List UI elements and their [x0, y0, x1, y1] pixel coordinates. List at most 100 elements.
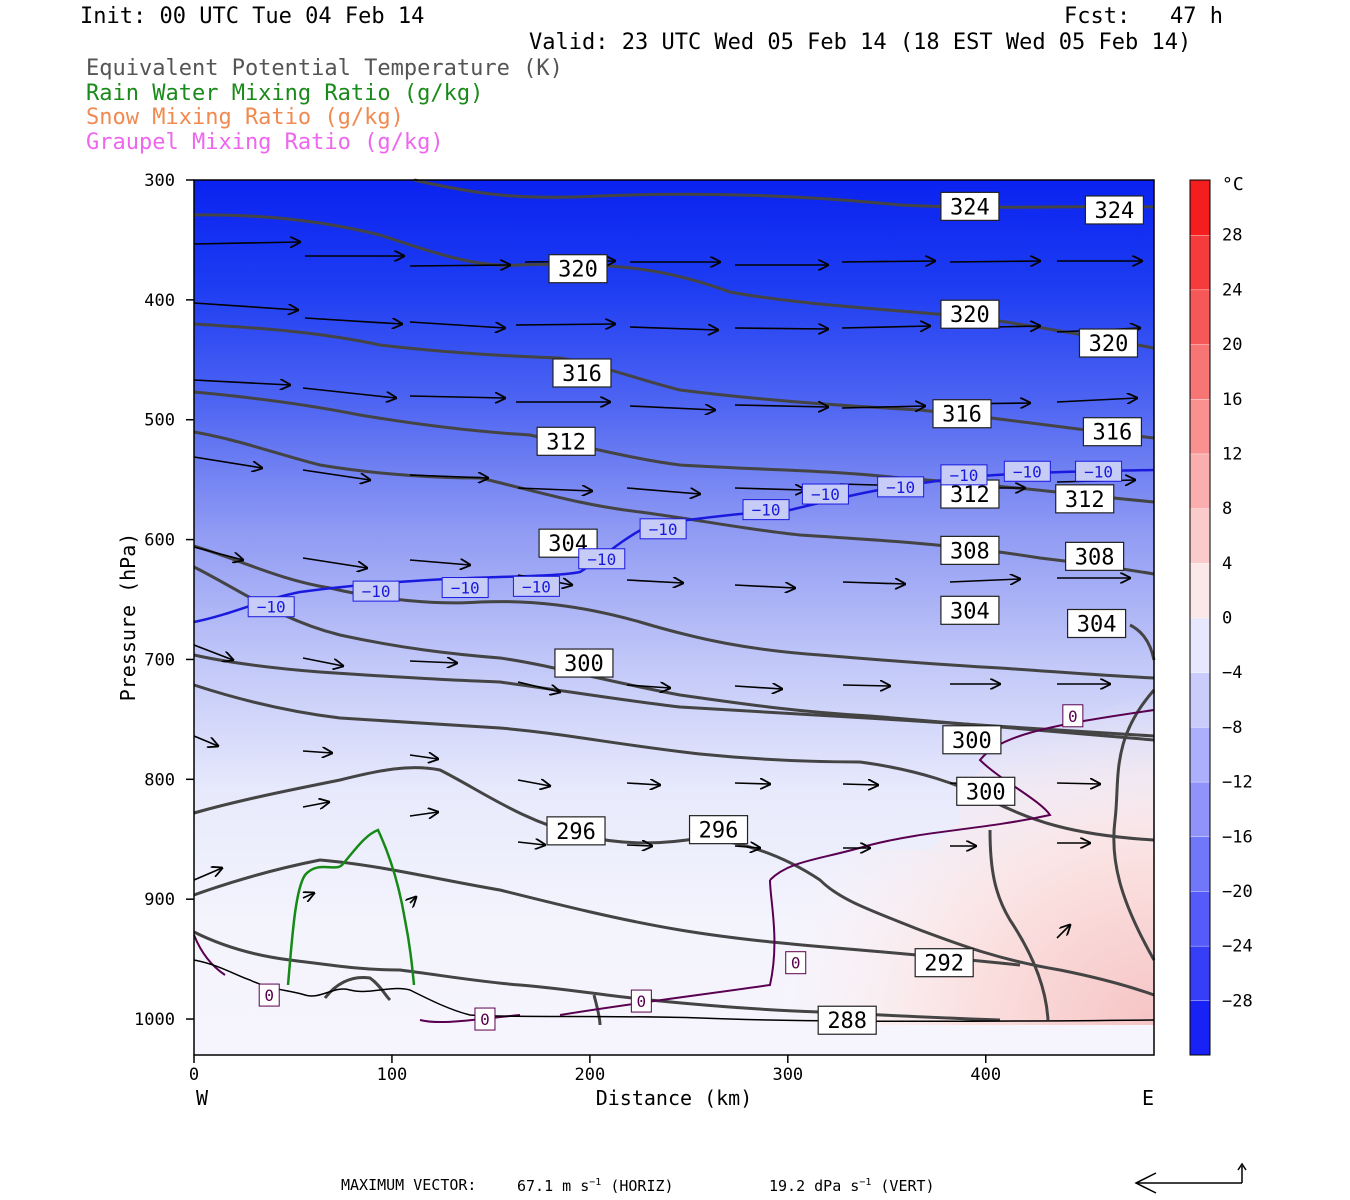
theta-e-label-box: [940, 299, 1000, 329]
y-tick-label: 500: [144, 411, 175, 431]
y-tick-label: 700: [144, 650, 175, 670]
wind-arrow: [409, 396, 505, 398]
theta-e-label: 320: [950, 303, 990, 328]
theta-e-label: 296: [556, 820, 596, 845]
colorbar-segment: [1189, 234, 1211, 291]
wind-arrow: [841, 326, 930, 328]
x-axis-west-label: W: [196, 1086, 209, 1110]
isotherm-label-box: [1075, 460, 1123, 482]
colorbar-segment: [1189, 890, 1211, 947]
isotherm-label-box: [877, 476, 925, 498]
theta-e-label: 300: [564, 652, 604, 677]
theta-e-contour-line: [413, 178, 1155, 209]
y-tick-label: 600: [144, 531, 175, 551]
forecast-hour: Fcst: 47 h: [1064, 4, 1223, 29]
isotherm-labels: −10 −10 −10 −10 −10 −10 −10 −10 −10 −10 −10 −10 0 0 0 0…: [247, 460, 1123, 1031]
theta-e-label-box: [940, 595, 1000, 625]
max-vector-vertical-value: 19.2 dPa s: [769, 1177, 860, 1195]
theta-e-label: 292: [924, 952, 964, 977]
isotherm-label-box: [785, 951, 807, 975]
isotherm-label-box: [1003, 460, 1051, 482]
colorbar-tick-label: 16: [1222, 390, 1242, 410]
rain-mixing-ratio-contour: [286, 828, 416, 986]
max-vector-horizontal: 67.1 m s−1 (HORIZ): [517, 1178, 674, 1194]
colorbar-tick-label: 20: [1222, 335, 1242, 355]
wind-arrow: [302, 657, 343, 666]
wind-arrow: [734, 328, 828, 329]
theta-e-label: 308: [1075, 545, 1115, 570]
colorbar-tick-label: −16: [1222, 827, 1253, 847]
wind-arrow: [734, 846, 760, 848]
colorbar-tick-label: 24: [1222, 280, 1242, 300]
isotherm-label: −10: [752, 501, 781, 520]
colorbar-segment: [1189, 562, 1211, 619]
isotherm-label: −10: [886, 478, 915, 497]
x-tick-label: 400: [970, 1065, 1001, 1085]
theta-e-label: 308: [950, 539, 990, 564]
wind-arrow: [1056, 783, 1100, 784]
colorbar: 28 24 20 16 12 8 4 0 −4 −8 −12 −16 −20 −24 −28: [1189, 179, 1253, 1056]
isotherm-label-box: [474, 1007, 496, 1031]
isotherm-label: −10: [1013, 462, 1042, 481]
isotherm-0: [193, 709, 1155, 1024]
theta-e-label: 312: [546, 430, 586, 455]
wind-arrow: [1056, 925, 1070, 939]
colorbar-tick-label: −4: [1222, 663, 1242, 683]
wind-arrow: [193, 644, 233, 660]
theta-e-contour-line: [193, 430, 1155, 576]
wind-arrow: [302, 469, 370, 480]
wind-arrow: [841, 406, 925, 408]
warm-region: [770, 690, 1154, 1025]
colorbar-unit: °C: [1222, 174, 1244, 195]
wind-arrow: [302, 751, 332, 753]
isotherm-label: −10: [257, 598, 286, 617]
isotherm-label-box: [512, 575, 560, 597]
colorbar-segment: [1189, 945, 1211, 1002]
isotherm-label: −10: [522, 577, 551, 596]
theta-e-label: 300: [966, 780, 1006, 805]
wind-arrow: [1056, 398, 1137, 402]
theta-e-label-box: [940, 191, 1000, 221]
theta-e-contour-line: [1112, 689, 1156, 961]
pressure-axis: 300 400 500 600 700 800 900 1000: [134, 171, 194, 1030]
theta-e-label-box: [1066, 608, 1127, 639]
wind-arrow: [734, 405, 828, 407]
theta-e-label-box: [688, 815, 749, 845]
isotherm-label-box: [1062, 704, 1084, 728]
wind-arrow: [626, 685, 670, 688]
colorbar-segment: [1189, 726, 1211, 783]
theta-e-label-box: [1078, 328, 1139, 358]
isotherm-label: 0: [637, 992, 647, 1011]
theta-e-label: 324: [1095, 199, 1135, 224]
wind-arrow: [626, 580, 683, 583]
y-tick-label: 800: [144, 770, 175, 790]
wind-arrow: [193, 868, 222, 881]
vector-key: [1134, 1162, 1247, 1194]
theta-e-label-box: [956, 776, 1016, 806]
isotherm-label: −10: [1084, 462, 1113, 481]
init-time: Init: 00 UTC Tue 04 Feb 14: [80, 4, 425, 29]
colorbar-segment: [1189, 507, 1211, 564]
isotherm-label-box: [441, 577, 489, 599]
isotherm-label-box: [352, 580, 400, 602]
wind-arrow: [193, 546, 243, 560]
colorbar-tick-label: −20: [1222, 882, 1253, 902]
wind-arrow: [193, 456, 262, 468]
max-vector-horizontal-tag: (HORIZ): [610, 1177, 674, 1195]
x-tick-label: 300: [772, 1065, 803, 1085]
theta-e-contour-line: [193, 213, 1155, 350]
isotherm-label: −10: [587, 550, 616, 569]
colorbar-tick-label: −24: [1222, 937, 1253, 957]
x-tick-label: 0: [189, 1065, 199, 1085]
wind-arrow: [302, 802, 329, 807]
isotherm-label-box: [940, 464, 988, 486]
colorbar-tick-label: 28: [1222, 226, 1242, 246]
wind-arrow: [734, 488, 805, 490]
wind-arrow: [409, 661, 457, 663]
theta-e-label-box: [536, 426, 596, 456]
theta-e-label-box: [817, 1005, 877, 1035]
wind-arrow: [302, 557, 367, 568]
theta-e-label-box: [942, 725, 1002, 755]
theta-e-label-box: [1082, 417, 1143, 447]
